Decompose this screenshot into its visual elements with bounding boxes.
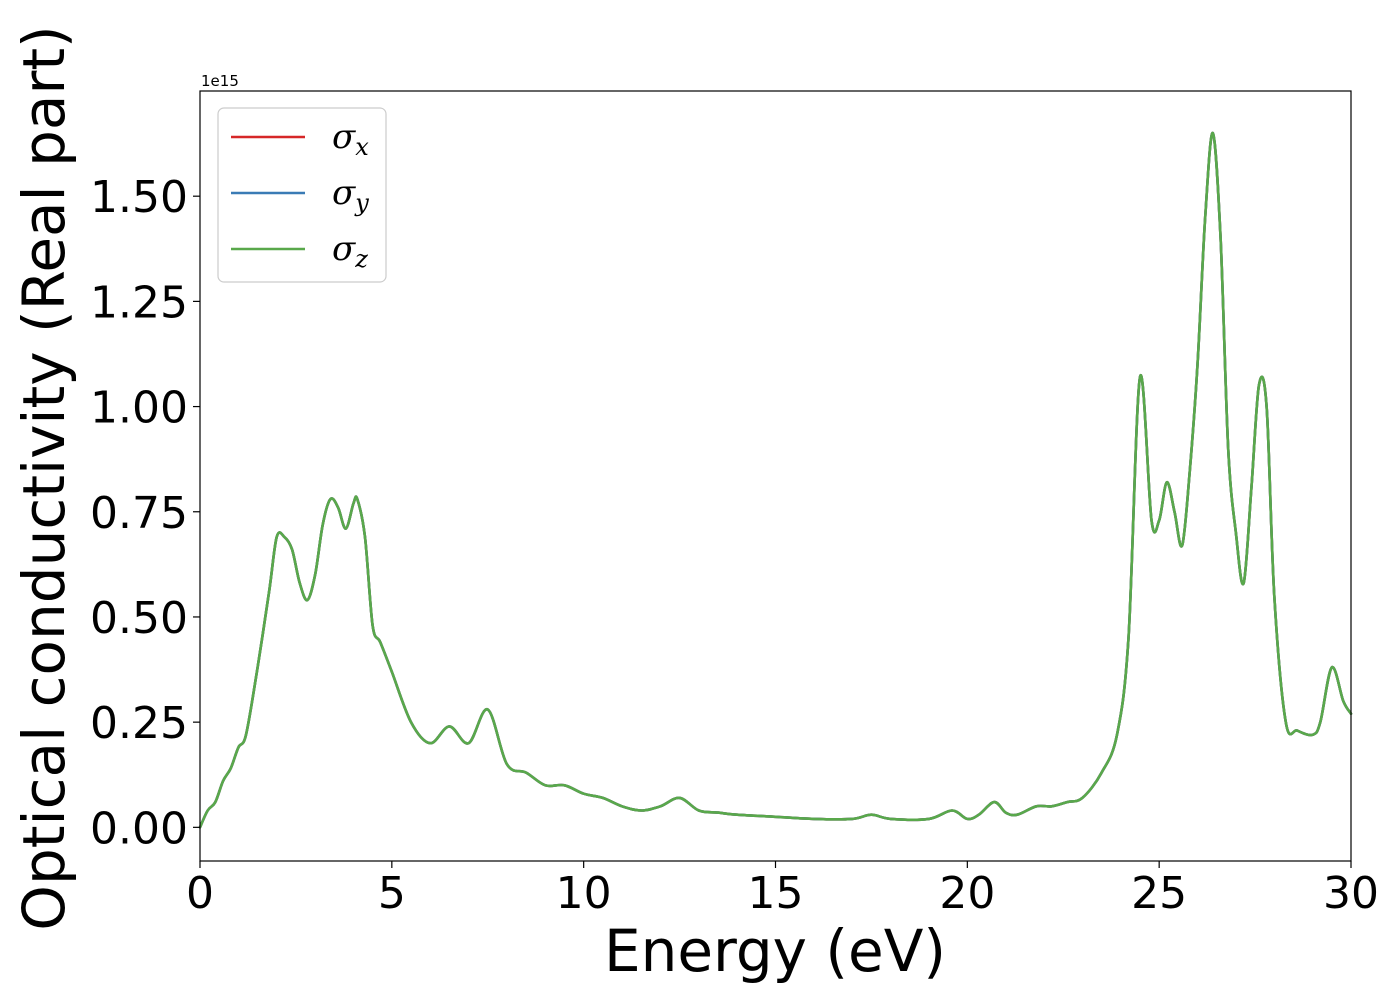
legend-symbol: σ	[332, 173, 356, 213]
x-axis-ticks: 0 5 10 15 20 25 30	[186, 861, 1379, 919]
x-axis-label: Energy (eV)	[604, 917, 946, 985]
series-layer	[198, 131, 1353, 829]
y-tick-label: 1.00	[90, 383, 188, 434]
x-tick-label: 30	[1323, 868, 1379, 919]
x-tick-label: 5	[378, 868, 406, 919]
y-tick-label: 0.00	[90, 803, 188, 854]
x-tick-label: 10	[556, 868, 612, 919]
series-line-z	[198, 131, 1353, 829]
legend-symbol: σ	[332, 117, 356, 157]
legend-symbol: σ	[332, 229, 356, 269]
legend-box	[217, 107, 387, 283]
y-axis-label: Optical conductivity (Real part)	[10, 25, 78, 930]
x-tick-label: 25	[1131, 868, 1187, 919]
legend-label-z: σz	[332, 229, 368, 273]
legend-subscript: x	[355, 133, 369, 161]
y-offset-text: 1e15	[201, 72, 239, 90]
y-axis-ticks: 0.00 0.25 0.50 0.75 1.00 1.25 1.50	[90, 172, 200, 854]
y-tick-label: 0.50	[90, 593, 188, 644]
y-tick-label: 1.25	[90, 277, 188, 328]
x-tick-label: 20	[939, 868, 995, 919]
y-tick-label: 1.50	[90, 172, 188, 223]
legend-subscript: y	[354, 189, 369, 217]
y-tick-label: 0.25	[90, 698, 188, 749]
x-tick-label: 15	[748, 868, 804, 919]
legend-subscript: z	[354, 245, 368, 273]
x-tick-label: 0	[186, 868, 214, 919]
y-tick-label: 0.75	[90, 488, 188, 539]
legend-label-x: σx	[332, 117, 369, 161]
legend-label-y: σy	[332, 173, 369, 217]
